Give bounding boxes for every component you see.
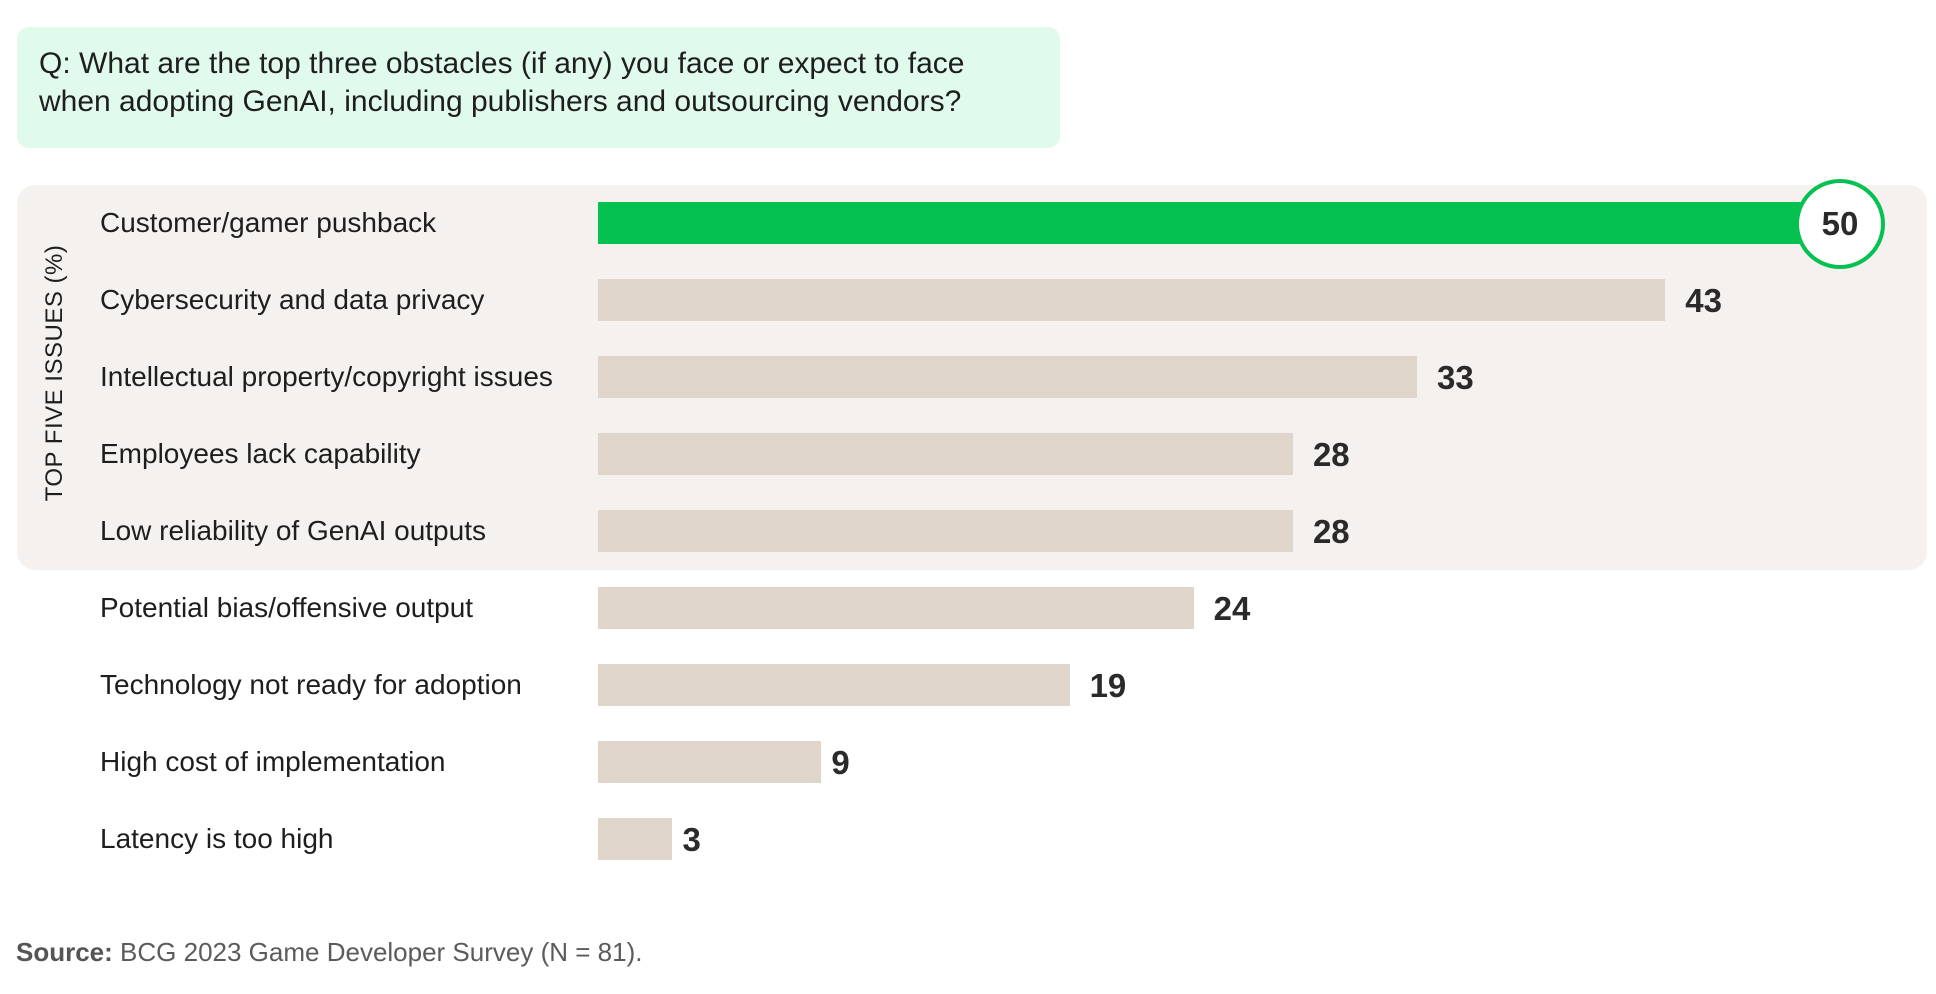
source-text: BCG 2023 Game Developer Survey (N = 81). — [120, 937, 643, 967]
bar-row-low-reliability-of-genai-outputs: Low reliability of GenAI outputs 28 — [0, 510, 1936, 552]
category-label: Cybersecurity and data privacy — [100, 284, 485, 315]
value-label-highlight: 50 — [1795, 179, 1885, 269]
bar — [598, 356, 1418, 398]
bar-row-latency-is-too-high: Latency is too high 3 — [0, 818, 1936, 860]
value-label: 33 — [1437, 359, 1474, 396]
question-text-line-1: Q: What are the top three obstacles (if … — [39, 47, 965, 80]
bar-row-customer-gamer-pushback: Customer/gamer pushback 50 — [0, 179, 1936, 269]
value-label: 19 — [1089, 667, 1127, 704]
bar-chart: Customer/gamer pushback 50 Cybersecurity a… — [0, 179, 1936, 860]
category-label: Customer/gamer pushback — [100, 207, 437, 238]
source-label: Source: — [16, 937, 113, 967]
bar — [598, 279, 1666, 321]
question-text-line-2: when adopting GenAI, including publisher… — [39, 85, 962, 118]
bar — [598, 741, 822, 783]
value-label: 43 — [1685, 282, 1722, 319]
category-label: Technology not ready for adoption — [100, 669, 522, 700]
bar-row-cybersecurity-and-data-privacy: Cybersecurity and data privacy 43 — [0, 279, 1936, 321]
value-label: 28 — [1312, 436, 1350, 473]
value-label: 24 — [1213, 590, 1251, 627]
bar — [598, 510, 1293, 552]
category-label: Potential bias/offensive output — [100, 592, 474, 623]
category-label: Low reliability of GenAI outputs — [100, 515, 486, 546]
bar-row-potential-bias-offensive-output: Potential bias/offensive output 24 — [0, 587, 1936, 629]
bar — [598, 664, 1070, 706]
source-note: Source: BCG 2023 Game Developer Survey (… — [16, 937, 642, 968]
value-label: 28 — [1312, 513, 1350, 550]
bar-row-high-cost-of-implementation: High cost of implementation 9 — [0, 741, 1936, 783]
category-label: Employees lack capability — [100, 438, 421, 469]
bar — [598, 202, 1839, 244]
bar-row-intellectual-property-copyright-issues: Intellectual property/copyright issues 33 — [0, 356, 1936, 398]
bar-row-technology-not-ready-for-adoption: Technology not ready for adoption 19 — [0, 664, 1936, 706]
value-label: 9 — [831, 744, 850, 781]
category-label: Intellectual property/copyright issues — [100, 361, 553, 392]
question-box: Q: What are the top three obstacles (if … — [17, 27, 1060, 148]
bar-row-employees-lack-capability: Employees lack capability 28 — [0, 433, 1936, 475]
category-label: High cost of implementation — [100, 746, 446, 777]
value-label: 3 — [682, 821, 701, 858]
category-label: Latency is too high — [100, 823, 334, 854]
bar — [598, 433, 1293, 475]
bar — [598, 587, 1194, 629]
bar — [598, 818, 673, 860]
